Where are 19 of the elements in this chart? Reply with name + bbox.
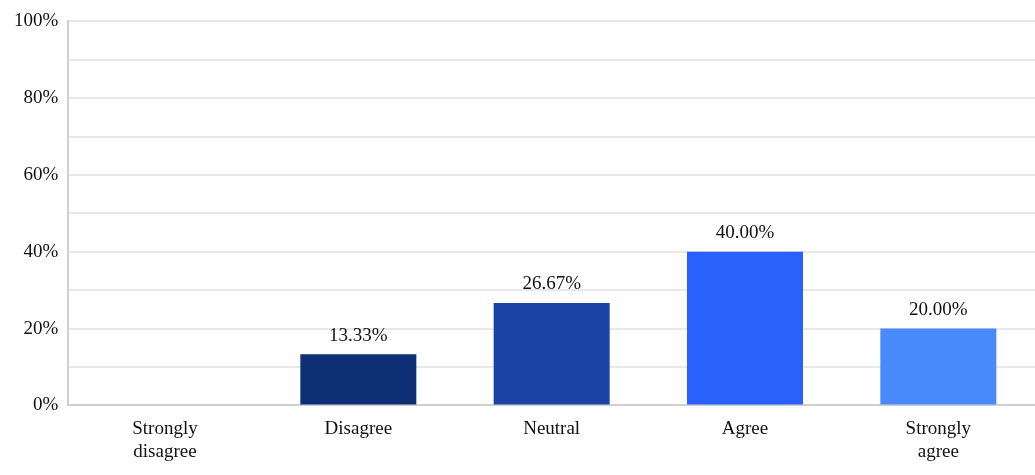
y-tick-label: 40% [23,239,59,261]
y-tick-label: 100% [14,9,59,31]
data-label: 20.00% [909,298,968,320]
x-tick-label: Neutral [523,416,581,438]
x-tick-label: Agree [721,416,769,438]
data-label: 26.67% [522,272,582,294]
y-tick-label: 60% [23,162,59,184]
y-tick-label: 80% [23,86,59,108]
bar [880,328,997,405]
x-tick-label: Strongly agree [905,416,972,461]
y-tick-label: 20% [23,316,59,338]
x-tick-label: Disagree [324,416,393,438]
x-tick-label: Strongly disagree [132,416,199,461]
data-label: 13.33% [329,323,388,345]
bar [493,302,610,405]
y-tick-label: 0% [33,393,59,415]
bar [687,251,803,405]
data-label: 40.00% [715,221,775,243]
bar [300,354,417,405]
